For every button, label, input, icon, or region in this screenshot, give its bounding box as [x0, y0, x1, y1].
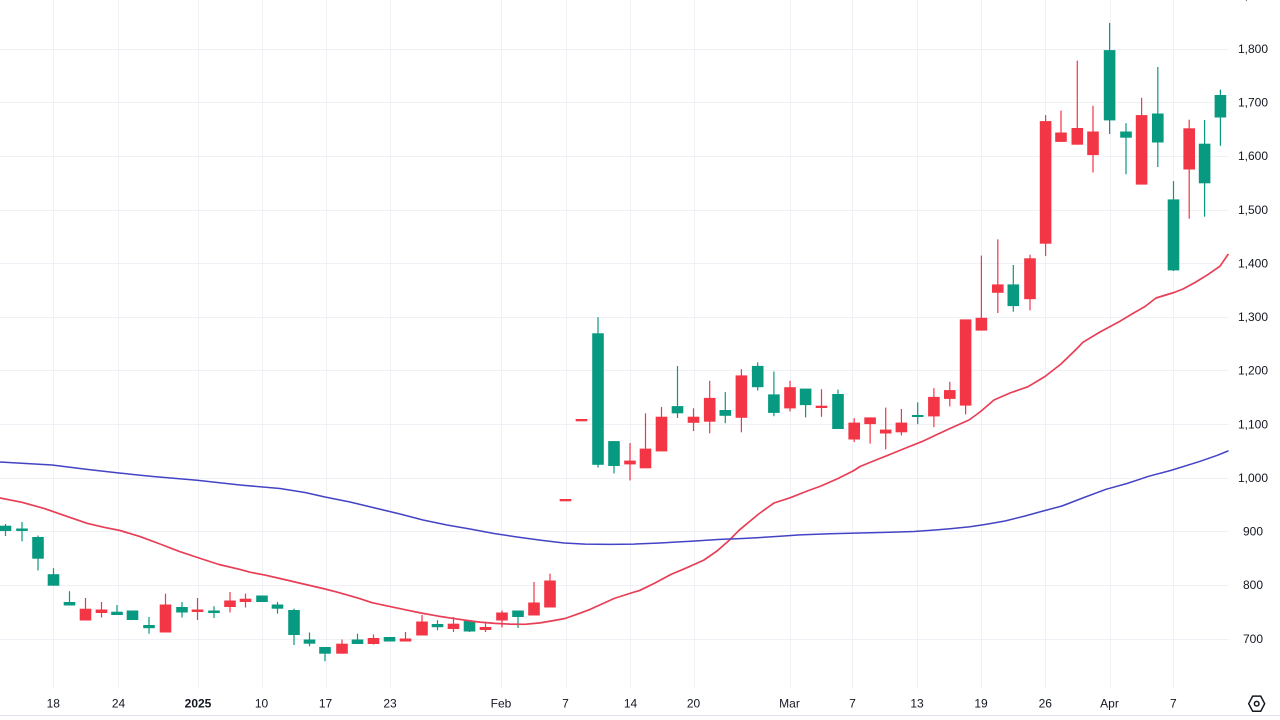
svg-text:20: 20 [687, 697, 701, 711]
svg-text:800: 800 [1243, 578, 1263, 592]
svg-text:1,200: 1,200 [1238, 364, 1268, 378]
svg-text:7: 7 [1170, 697, 1177, 711]
svg-text:1,700: 1,700 [1238, 96, 1268, 110]
svg-text:Mar: Mar [779, 697, 800, 711]
svg-text:Apr: Apr [1100, 697, 1119, 711]
svg-text:900: 900 [1243, 525, 1263, 539]
svg-text:700: 700 [1243, 632, 1263, 646]
svg-text:1,300: 1,300 [1238, 310, 1268, 324]
svg-text:1,400: 1,400 [1238, 257, 1268, 271]
svg-text:13: 13 [910, 697, 924, 711]
svg-text:2025: 2025 [185, 697, 212, 711]
svg-text:7: 7 [562, 697, 569, 711]
svg-text:1,900: 1,900 [1238, 0, 1268, 2]
svg-text:1,500: 1,500 [1238, 203, 1268, 217]
svg-text:23: 23 [383, 697, 397, 711]
svg-text:10: 10 [255, 697, 269, 711]
svg-text:1,600: 1,600 [1238, 149, 1268, 163]
svg-text:24: 24 [112, 697, 126, 711]
svg-text:1,000: 1,000 [1238, 471, 1268, 485]
svg-text:7: 7 [849, 697, 856, 711]
svg-text:1,100: 1,100 [1238, 417, 1268, 431]
svg-text:Feb: Feb [491, 697, 512, 711]
svg-text:17: 17 [319, 697, 333, 711]
svg-text:14: 14 [624, 697, 638, 711]
svg-text:26: 26 [1039, 697, 1053, 711]
svg-text:19: 19 [974, 697, 988, 711]
svg-text:18: 18 [47, 697, 61, 711]
svg-text:1,800: 1,800 [1238, 42, 1268, 56]
